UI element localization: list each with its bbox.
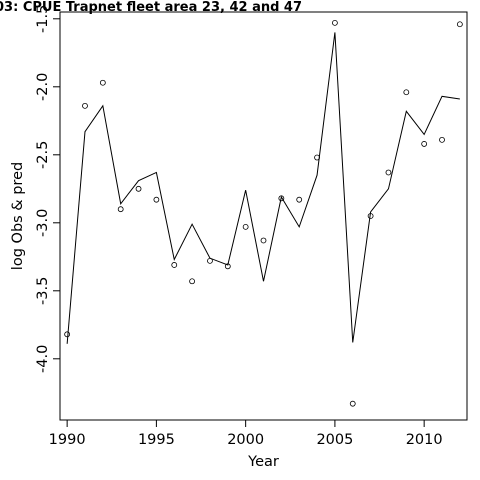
observed-point	[403, 89, 410, 96]
y-tick-label: -2.0	[35, 73, 51, 101]
observed-point	[224, 263, 231, 270]
observed-point	[278, 195, 285, 202]
predicted-line	[66, 32, 460, 344]
y-axis: -4.0 -3.5 -3.0 -2.5 -2.0 -1.5	[35, 5, 60, 373]
y-tick-label: -1.5	[35, 5, 51, 33]
y-tick-label: -3.5	[35, 277, 51, 305]
observed-point	[207, 257, 213, 264]
observed-point	[331, 19, 338, 26]
observed-point	[153, 196, 160, 203]
observed-point	[439, 136, 445, 143]
y-tick-label: -4.0	[35, 345, 51, 373]
x-axis: 1990 1995 2000 2005 2010	[49, 420, 443, 448]
x-tick-label: 2000	[227, 432, 264, 448]
observed-point	[385, 169, 392, 176]
chart-title: 03: CPUE Trapnet fleet area 23, 42 and 4…	[0, 0, 302, 15]
x-axis-label: Year	[247, 454, 279, 470]
obs-series	[64, 19, 463, 407]
observed-point	[135, 185, 142, 192]
observed-point	[64, 331, 71, 338]
observed-point	[421, 141, 428, 147]
observed-point	[99, 79, 106, 86]
observed-point	[296, 196, 303, 203]
observed-point	[171, 262, 178, 268]
observed-point	[456, 21, 463, 28]
observed-point	[82, 102, 88, 109]
observed-point	[260, 237, 267, 244]
pred-series	[66, 32, 460, 344]
observed-point	[349, 400, 356, 407]
y-tick-label: -3.0	[35, 209, 51, 237]
x-tick-label: 1990	[49, 432, 86, 448]
plot-frame	[59, 11, 468, 421]
x-tick-label: 2005	[316, 432, 353, 448]
x-tick-label: 1995	[138, 432, 175, 448]
y-axis-label: log Obs & pred	[10, 162, 26, 270]
y-tick-label: -2.5	[35, 141, 51, 169]
observed-point	[189, 278, 196, 285]
observed-point	[117, 206, 124, 213]
x-tick-label: 2010	[406, 432, 443, 448]
observed-point	[367, 213, 374, 219]
observed-point	[242, 223, 249, 230]
observed-point	[314, 154, 320, 161]
